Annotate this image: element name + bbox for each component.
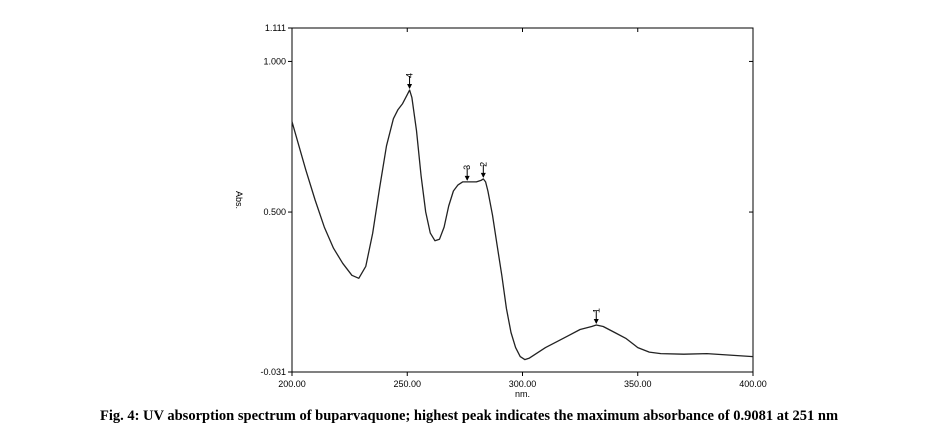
spectrum-line (291, 89, 754, 361)
y-axis: -0.031 0.500 1.000 1.111 (260, 23, 753, 377)
peak-marker-arrow (407, 84, 413, 90)
plot-area (291, 27, 754, 373)
x-tick-label: 350.00 (624, 379, 652, 389)
x-tick-label: 250.00 (393, 379, 421, 389)
x-tick-label: 400.00 (739, 379, 767, 389)
plot-frame (291, 27, 754, 373)
x-tick-label: 300.00 (509, 379, 537, 389)
x-axis-title: nm. (515, 389, 530, 399)
figure-caption: Fig. 4: UV absorption spectrum of buparv… (99, 408, 839, 424)
peak-label: 3 (462, 165, 472, 170)
x-axis: 200.00 250.00 300.00 350.00 400.00 (278, 28, 767, 389)
peak-label: 2 (478, 162, 488, 167)
y-tick-label: 1.111 (265, 23, 286, 33)
peak-marker-arrow (464, 175, 470, 181)
y-tick-label: 0.500 (263, 207, 286, 217)
series-group (291, 89, 754, 361)
peak-markers: 1 2 3 4 (405, 73, 601, 325)
uv-spectrum-chart: -0.031 0.500 1.000 1.111 200.00 250.00 300.00… (234, 23, 767, 399)
peak-label: 1 (591, 308, 601, 313)
y-tick-label: -0.031 (260, 367, 286, 377)
y-axis-title: Abs. (234, 191, 244, 209)
peak-marker-arrow (480, 172, 486, 178)
y-tick-label: 1.000 (263, 56, 286, 66)
peak-marker-arrow (593, 319, 599, 325)
x-tick-label: 200.00 (278, 379, 306, 389)
peak-label: 4 (405, 73, 415, 78)
